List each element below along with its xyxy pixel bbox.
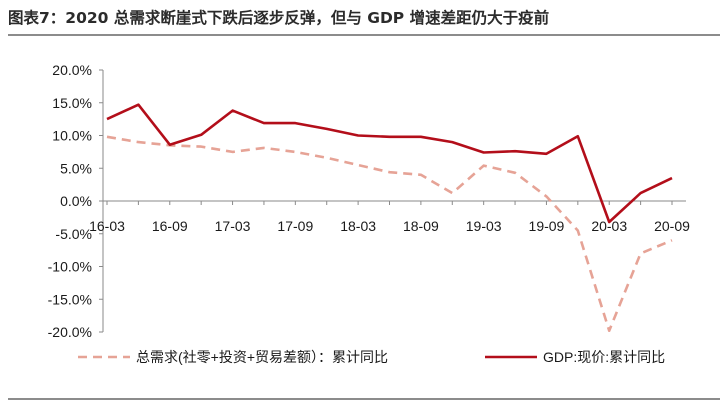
data-point [544, 152, 548, 156]
data-point [231, 109, 235, 113]
data-point [544, 194, 548, 198]
data-point [136, 103, 140, 107]
data-point [293, 121, 297, 125]
y-tick-label: 15.0% [52, 95, 92, 111]
data-point [670, 238, 674, 242]
data-point [262, 121, 266, 125]
data-point [639, 251, 643, 255]
legend-label: 总需求(社零+投资+贸易差额）：累计同比 [136, 349, 388, 365]
x-tick-label: 18-03 [340, 218, 376, 234]
legend-label: GDP:现价:累计同比 [543, 349, 665, 365]
x-tick-label: 19-03 [466, 218, 502, 234]
x-tick-label: 20-09 [654, 218, 690, 234]
title-divider [8, 34, 720, 36]
data-point [199, 133, 203, 137]
data-point [607, 220, 611, 224]
data-point [513, 149, 517, 153]
data-point [388, 135, 392, 139]
y-tick-label: -15.0% [48, 291, 92, 307]
series-line-gdp [106, 103, 673, 224]
footer-divider [8, 398, 720, 400]
x-tick-label: 20-03 [591, 218, 627, 234]
data-point [325, 127, 329, 131]
y-tick-label: 20.0% [52, 62, 92, 78]
data-point [293, 150, 297, 154]
data-point [450, 140, 454, 144]
data-point [199, 145, 203, 149]
data-point [105, 135, 109, 139]
y-tick-label: -5.0% [55, 226, 92, 242]
legend: 总需求(社零+投资+贸易差额）：累计同比 GDP:现价:累计同比 [78, 349, 665, 365]
x-tick-label: 17-09 [277, 218, 313, 234]
y-tick-label: 5.0% [60, 160, 92, 176]
y-tick-label: 0.0% [60, 193, 92, 209]
data-point [356, 134, 360, 138]
data-point [576, 134, 580, 138]
data-point [419, 135, 423, 139]
x-axis-ticks: 16-03 16-09 17-03 17-09 18-03 18-09 19-03 19-09… [89, 201, 690, 234]
data-point [419, 173, 423, 177]
data-point [356, 163, 360, 167]
data-point [513, 171, 517, 175]
data-point [136, 140, 140, 144]
x-tick-label: 16-03 [89, 218, 125, 234]
data-point [450, 191, 454, 195]
chart-title: 图表7：2020 总需求断崖式下跌后逐步反弹，但与 GDP 增速差距仍大于疫前 [8, 9, 550, 27]
y-tick-label: -20.0% [48, 324, 92, 340]
x-tick-label: 17-03 [215, 218, 251, 234]
data-point [105, 117, 109, 121]
data-point [482, 164, 486, 168]
data-point [325, 156, 329, 160]
series-lines [105, 103, 674, 333]
data-point [639, 191, 643, 195]
data-point [607, 329, 611, 333]
data-point [262, 146, 266, 150]
y-axis-ticks: 20.0% 15.0% 10.0% 5.0% 0.0% -5.0% -10.0% -15.0%… [48, 62, 103, 340]
x-tick-label: 16-09 [152, 218, 188, 234]
data-point [482, 151, 486, 155]
y-tick-label: 10.0% [52, 128, 92, 144]
data-point [670, 176, 674, 180]
data-point [168, 143, 172, 147]
x-tick-label: 19-09 [529, 218, 565, 234]
x-tick-label: 18-09 [403, 218, 439, 234]
y-tick-label: -10.0% [48, 259, 92, 275]
data-point [388, 170, 392, 174]
data-point [231, 150, 235, 154]
series-line-total-demand [106, 135, 673, 333]
data-point [576, 228, 580, 232]
